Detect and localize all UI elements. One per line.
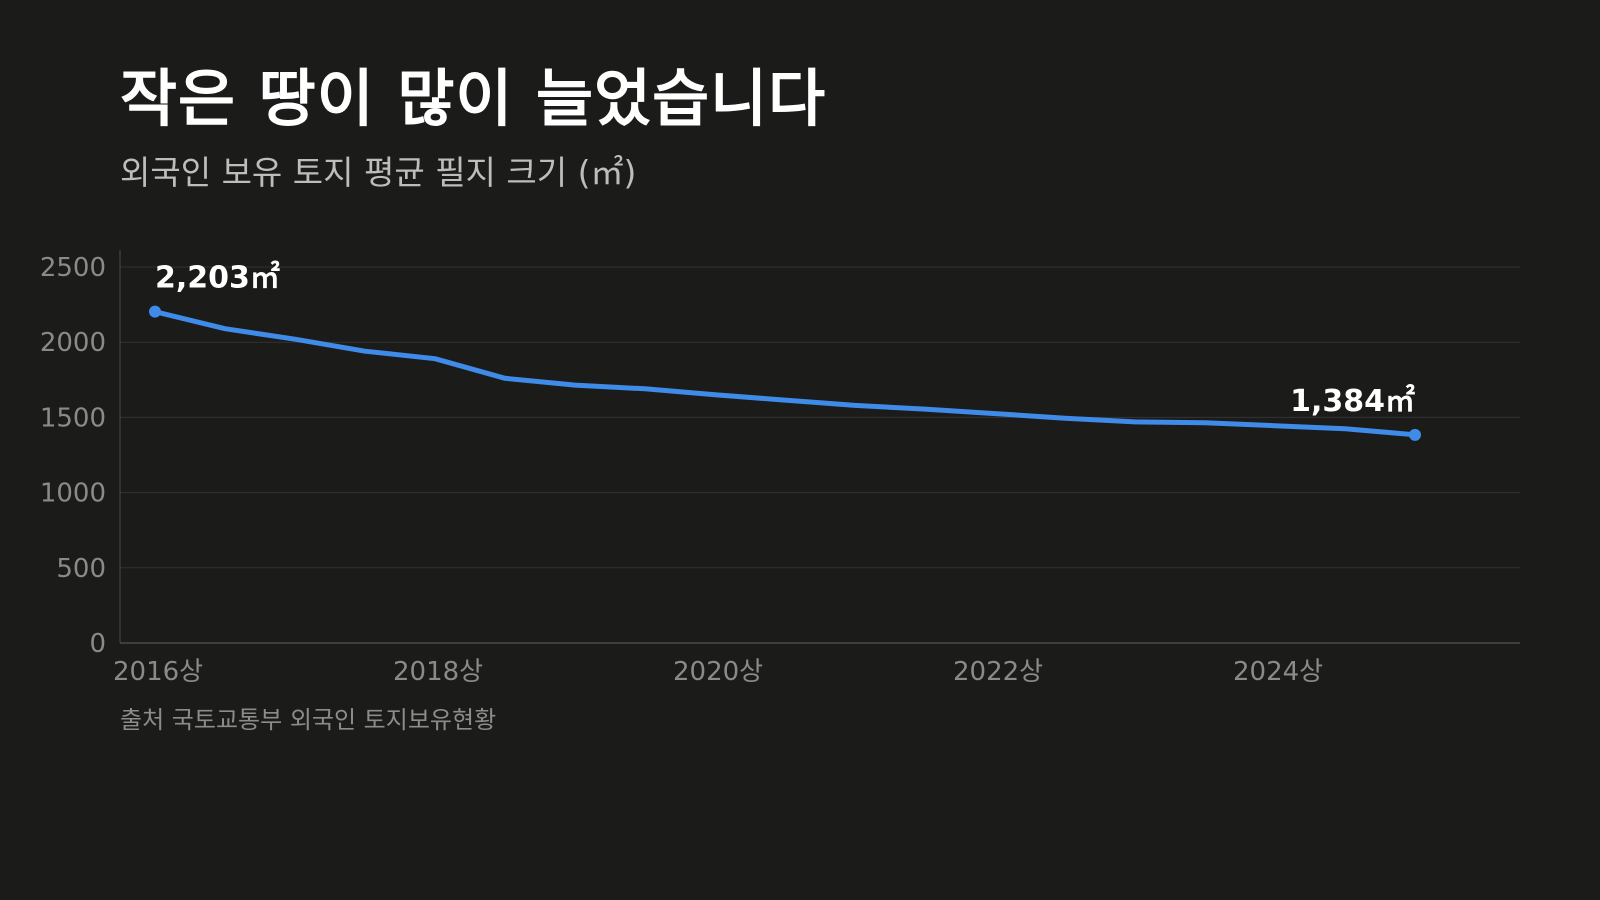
grid-layer [120,266,1520,569]
x-tick-label: 2016상 [113,657,203,687]
source-note: 출처 국토교통부 외국인 토지보유현황 [120,706,497,734]
series-layer [149,305,1421,441]
y-tick-label: 500 [56,554,106,584]
data-label: 2,203㎡ [155,261,280,296]
label-layer: 2,203㎡ 1,384㎡ [155,261,1415,419]
x-tick-label: 2020상 [673,657,763,687]
chart-subtitle: 외국인 보유 토지 평균 필지 크기 (㎡) [120,153,637,192]
x-tick-label: 2024상 [1233,657,1323,687]
x-tick-label: 2018상 [393,657,483,687]
y-tick-label: 1000 [40,479,106,509]
data-label: 1,384㎡ [1290,384,1415,419]
data-point [1409,428,1421,441]
y-tick-label: 0 [89,629,106,659]
y-tick-label: 1500 [40,403,106,433]
data-point [149,305,161,318]
y-tick-label: 2000 [40,328,106,358]
x-tick-label: 2022상 [953,657,1043,687]
series-line [152,309,1418,438]
y-tick-label: 2500 [40,253,106,283]
chart-title: 작은 땅이 많이 늘었습니다 [120,62,827,135]
axis-layer: 0 500 1000 1500 2000 2500 2016상 2018상 2020상 2022상… [40,250,1520,687]
